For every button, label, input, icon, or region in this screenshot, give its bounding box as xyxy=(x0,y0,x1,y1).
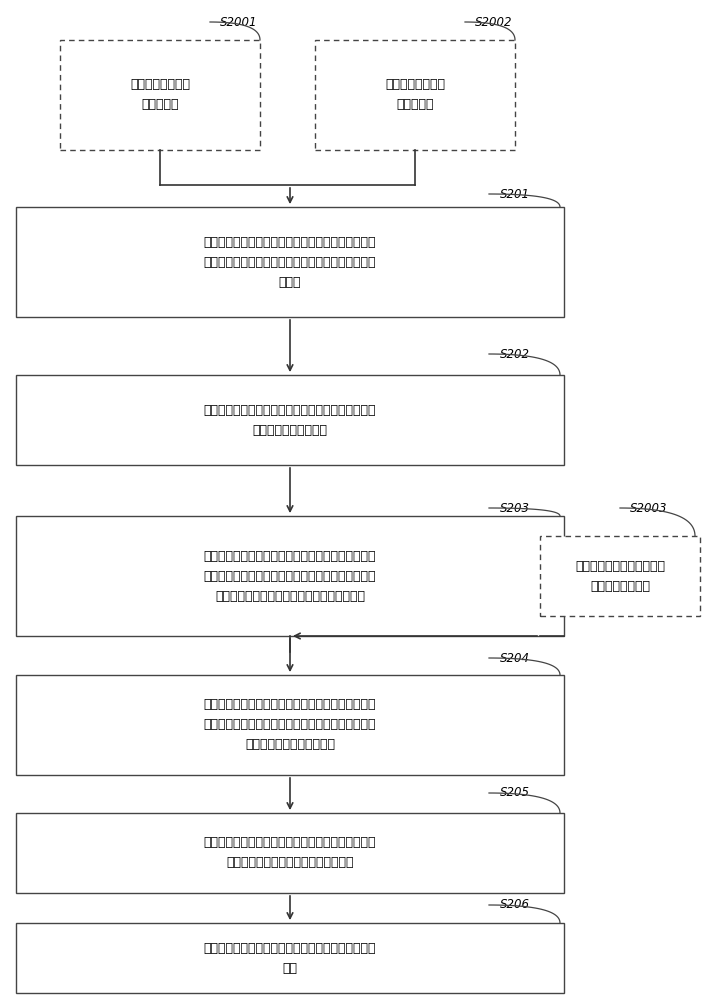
Text: S2002: S2002 xyxy=(475,15,513,28)
Text: 用例生成器接受所述运行控制器的调用后读取用例模
板库中相应的用例模板，并根据上述运行策略对应的
参数生成测试用例，然后写入系统外部内存中: 用例生成器接受所述运行控制器的调用后读取用例模 板库中相应的用例模板，并根据上述… xyxy=(204,550,376,602)
Text: 编写用例模板库中
的用例模板: 编写用例模板库中 的用例模板 xyxy=(385,79,445,111)
Text: S206: S206 xyxy=(500,898,530,912)
Bar xyxy=(16,516,564,636)
Text: S2003: S2003 xyxy=(630,502,667,514)
Bar xyxy=(16,675,564,775)
Text: S202: S202 xyxy=(500,348,530,360)
Text: 运行控制器获取应用程序后
台接口的参数信息: 运行控制器获取应用程序后 台接口的参数信息 xyxy=(575,560,665,592)
Text: S204: S204 xyxy=(500,652,530,664)
Text: 运行控制器解析应用程序后台接口第一测试策略，确
定接口测试的参数数据: 运行控制器解析应用程序后台接口第一测试策略，确 定接口测试的参数数据 xyxy=(204,403,376,436)
Text: 监控与日志生成器在测试运行完毕后生成并输出测试
报告: 监控与日志生成器在测试运行完毕后生成并输出测试 报告 xyxy=(204,942,376,974)
Bar xyxy=(16,207,564,317)
Text: S203: S203 xyxy=(500,502,530,514)
Bar xyxy=(16,813,564,893)
Text: S205: S205 xyxy=(500,786,530,800)
Bar xyxy=(60,40,260,150)
Bar xyxy=(315,40,515,150)
Text: 运行策略库根据所述运行控制器的命令生成需要运行
的应用程序后台接口第一测试策略并传递给所述运行
控制器: 运行策略库根据所述运行控制器的命令生成需要运行 的应用程序后台接口第一测试策略并… xyxy=(204,235,376,288)
Bar xyxy=(16,923,564,993)
Bar xyxy=(16,375,564,465)
Bar xyxy=(540,536,700,616)
Text: 设置运行策略库中
的运行策略: 设置运行策略库中 的运行策略 xyxy=(130,79,190,111)
Text: S201: S201 xyxy=(500,188,530,200)
Text: 监控与日志生成器用于实时监控应用程序后台接口的
状态，记录上述后台接口异常日志信息: 监控与日志生成器用于实时监控应用程序后台接口的 状态，记录上述后台接口异常日志信… xyxy=(204,836,376,869)
Text: S2001: S2001 xyxy=(220,15,258,28)
Text: 运行控制器读取驻存在系统外部内存中的测试用例数
据，按照上述应用程序后台接口第一测试策略运行此
应用程序接口稳定性的测试: 运行控制器读取驻存在系统外部内存中的测试用例数 据，按照上述应用程序后台接口第一… xyxy=(204,698,376,752)
